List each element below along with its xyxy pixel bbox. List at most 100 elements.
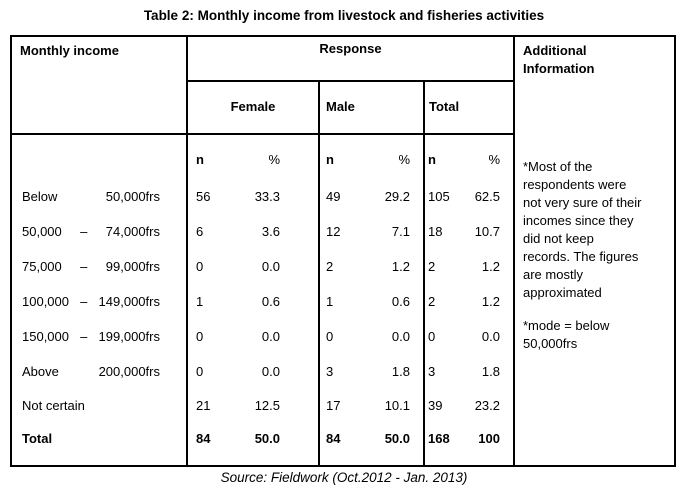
female-n-pct-header: n %	[188, 152, 320, 167]
row-label: Total	[12, 431, 188, 446]
n-value: 105	[428, 189, 450, 204]
n-value: 2	[428, 294, 436, 309]
n-value: 0	[326, 329, 334, 344]
total-row: Total 84 50.0 84 50.0 168 100	[12, 421, 515, 456]
male-n-pct-header: n %	[320, 152, 425, 167]
pct-value: 1.2	[481, 259, 500, 274]
table-row: 50,000 – 74,000frs 6 3.6 12 7.1 18 10.7	[12, 214, 515, 249]
female-values: 0 0.0	[188, 364, 320, 379]
n-value: 12	[326, 224, 341, 239]
pct-value: 10.1	[384, 397, 410, 413]
male-column-header: Male	[326, 99, 355, 114]
female-column-header: Female	[230, 99, 276, 114]
percent-header: %	[268, 152, 280, 167]
n-value: 3	[428, 364, 436, 379]
pct-value: 1.8	[481, 364, 500, 379]
n-value: 3	[326, 364, 334, 379]
male-values: 1 0.6	[320, 294, 425, 309]
female-values: 21 12.5	[188, 398, 320, 413]
label-part: 50,000frs	[105, 189, 160, 204]
n-value: 1	[326, 294, 334, 309]
male-values: 84 50.0	[320, 431, 425, 446]
n-value: 18	[428, 224, 443, 239]
pct-value: 12.5	[254, 397, 280, 413]
total-values: 18 10.7	[425, 224, 515, 239]
total-values: 2 1.2	[425, 259, 515, 274]
total-values: 39 23.2	[425, 398, 515, 413]
label-part: Not certain	[22, 397, 85, 413]
data-grid: n % n % n % Below 50,000frs 56 33.3	[12, 133, 515, 465]
label-part: –	[80, 259, 88, 274]
pct-value: 29.2	[384, 189, 410, 204]
additional-information-header: Additional Information	[523, 43, 595, 76]
n-value: 49	[326, 189, 341, 204]
label-part: 100,000	[22, 294, 69, 309]
pct-value: 0.0	[391, 329, 410, 344]
n-percent-header-row: n % n % n %	[12, 140, 515, 179]
label-part: 50,000	[22, 224, 62, 239]
total-values: 0 0.0	[425, 329, 515, 344]
n-value: 56	[196, 189, 211, 204]
row-divider	[186, 80, 515, 82]
label-part: 75,000	[22, 259, 62, 274]
n-header: n	[196, 152, 204, 167]
pct-value: 3.6	[261, 224, 280, 239]
male-values: 17 10.1	[320, 398, 425, 413]
label-part: 150,000	[22, 329, 69, 344]
n-value: 84	[326, 431, 341, 446]
note-respondents: *Most of the respondents were not very s…	[523, 159, 642, 300]
female-values: 0 0.0	[188, 259, 320, 274]
total-column-header: Total	[429, 99, 460, 114]
male-values: 12 7.1	[320, 224, 425, 239]
table-row: Not certain 21 12.5 17 10.1 39 23.2	[12, 389, 515, 421]
pct-value: 0.0	[261, 259, 280, 274]
label-part: –	[80, 329, 88, 344]
female-values: 56 33.3	[188, 189, 320, 204]
label-part: –	[80, 224, 88, 239]
monthly-income-header: Monthly income	[20, 43, 119, 58]
n-value: 2	[428, 259, 436, 274]
n-value: 168	[428, 431, 450, 446]
table-row: Below 50,000frs 56 33.3 49 29.2 105 62.5	[12, 179, 515, 214]
row-label: 150,000 – 199,000frs	[12, 329, 188, 344]
label-part: 149,000frs	[98, 294, 160, 309]
label-part: 74,000frs	[105, 224, 160, 239]
pct-value: 0.0	[261, 364, 280, 379]
n-value: 17	[326, 397, 341, 413]
male-values: 0 0.0	[320, 329, 425, 344]
percent-header: %	[488, 152, 500, 167]
column-divider	[318, 80, 320, 465]
male-values: 3 1.8	[320, 364, 425, 379]
male-values: 49 29.2	[320, 189, 425, 204]
row-label: 100,000 – 149,000frs	[12, 294, 188, 309]
male-values: 2 1.2	[320, 259, 425, 274]
pct-value: 0.6	[261, 294, 280, 309]
pct-value: 0.0	[261, 329, 280, 344]
total-n-pct-header: n %	[425, 152, 515, 167]
pct-value: 33.3	[254, 189, 280, 204]
n-header: n	[326, 152, 334, 167]
pct-value: 100	[478, 431, 500, 446]
pct-value: 10.7	[474, 224, 500, 239]
n-value: 0	[196, 364, 204, 379]
column-divider	[513, 37, 515, 465]
additional-information-cell: Additional Information *Most of the resp…	[515, 37, 674, 465]
label-part: 99,000frs	[105, 259, 160, 274]
table-row: Above 200,000frs 0 0.0 3 1.8 3 1.8	[12, 354, 515, 389]
column-divider	[186, 37, 188, 465]
n-value: 0	[196, 259, 204, 274]
source-note: Source: Fieldwork (Oct.2012 - Jan. 2013)	[220, 470, 468, 485]
response-header: Response	[319, 41, 382, 56]
pct-value: 23.2	[474, 397, 500, 413]
pct-value: 0.6	[391, 294, 410, 309]
n-value: 1	[196, 294, 204, 309]
income-table: Monthly income Response Female Male Tota…	[10, 35, 676, 467]
n-value: 0	[196, 329, 204, 344]
label-part: 200,000frs	[98, 364, 160, 379]
female-values: 6 3.6	[188, 224, 320, 239]
n-header: n	[428, 152, 436, 167]
label-part: Total	[22, 431, 53, 446]
pct-value: 1.2	[391, 259, 410, 274]
n-value: 39	[428, 397, 443, 413]
row-divider	[12, 133, 515, 135]
